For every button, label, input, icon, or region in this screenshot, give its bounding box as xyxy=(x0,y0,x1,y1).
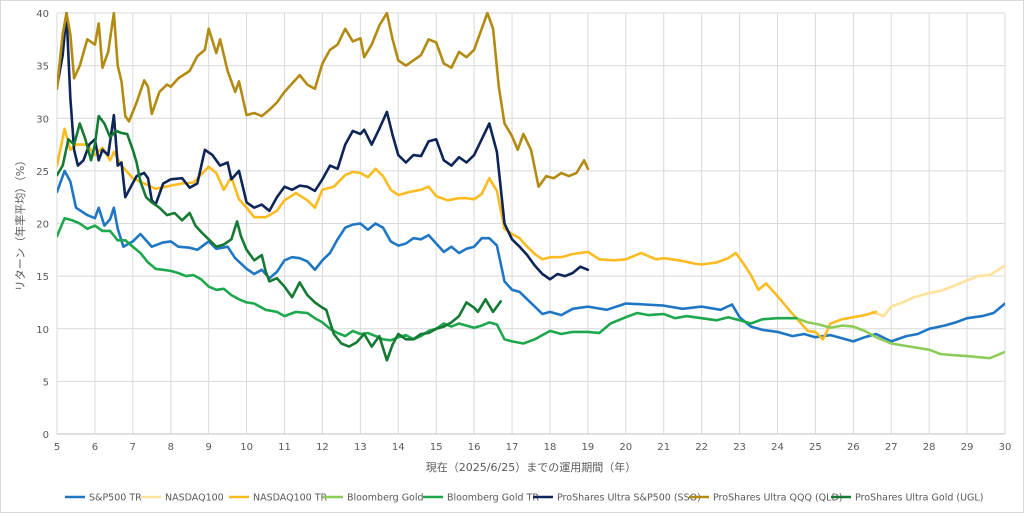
gridlines xyxy=(56,12,1006,435)
y-tick-label: 25 xyxy=(36,167,49,178)
x-tick-label: 24 xyxy=(771,442,784,453)
y-tick-label: 40 xyxy=(36,9,49,20)
series-line-2 xyxy=(57,127,878,341)
x-tick-label: 7 xyxy=(130,442,136,453)
x-tick-label: 9 xyxy=(205,442,211,453)
y-tick-label: 5 xyxy=(43,377,49,388)
x-tick-label: 26 xyxy=(847,442,860,453)
legend-label: ProShares Ultra Gold (UGL) xyxy=(855,493,983,504)
legend-label: ProShares Ultra S&P500 (SSO) xyxy=(557,493,701,504)
legend-label: NASDAQ100 xyxy=(165,493,224,504)
series-lines xyxy=(57,12,1005,362)
series-line-0 xyxy=(57,169,1005,343)
x-tick-label: 23 xyxy=(733,442,746,453)
x-tick-label: 13 xyxy=(354,442,367,453)
series-line-7 xyxy=(57,114,502,362)
x-tick-label: 14 xyxy=(392,442,405,453)
legend-label: S&P500 TR xyxy=(89,493,142,504)
y-axis-title: リターン（年率平均）（%） xyxy=(13,155,27,291)
legend: S&P500 TR NASDAQ100 NASDAQ100 TR Bloomberg … xyxy=(65,493,983,504)
series-line-5 xyxy=(57,12,590,281)
y-tick-label: 0 xyxy=(43,430,49,441)
x-axis-title: 現在（2025/6/25）までの運用期間（年） xyxy=(426,460,636,474)
legend-label: Bloomberg Gold TR xyxy=(447,493,539,504)
x-tick-label: 12 xyxy=(316,442,329,453)
series-line-3 xyxy=(795,316,1005,360)
legend-label: Bloomberg Gold xyxy=(347,493,424,504)
x-tick-label: 29 xyxy=(961,442,974,453)
legend-label: ProShares Ultra QQQ (QLD) xyxy=(713,493,842,504)
y-tick-label: 10 xyxy=(36,325,49,336)
series-line-1 xyxy=(871,264,1005,318)
x-tick-label: 6 xyxy=(92,442,98,453)
x-tick-label: 18 xyxy=(544,442,557,453)
x-tick-label: 25 xyxy=(809,442,822,453)
x-tick-label: 30 xyxy=(999,442,1012,453)
y-tick-label: 30 xyxy=(36,114,49,125)
y-tick-label: 20 xyxy=(36,220,49,231)
x-tick-label: 28 xyxy=(923,442,936,453)
x-tick-label: 5 xyxy=(54,442,60,453)
y-tick-label: 15 xyxy=(36,272,49,283)
series-line-6 xyxy=(57,12,590,188)
x-tick-label: 21 xyxy=(657,442,670,453)
x-tick-label: 10 xyxy=(240,442,253,453)
x-tick-label: 16 xyxy=(468,442,481,453)
x-tick-label: 11 xyxy=(278,442,291,453)
legend-label: NASDAQ100 TR xyxy=(253,493,328,504)
y-tick-label: 35 xyxy=(36,62,49,73)
x-tick-label: 15 xyxy=(430,442,443,453)
x-tick-label: 22 xyxy=(695,442,708,453)
x-tick-label: 27 xyxy=(885,442,898,453)
x-tick-label: 17 xyxy=(506,442,519,453)
x-tick-label: 8 xyxy=(168,442,174,453)
x-tick-label: 19 xyxy=(582,442,595,453)
x-tick-label: 20 xyxy=(619,442,632,453)
